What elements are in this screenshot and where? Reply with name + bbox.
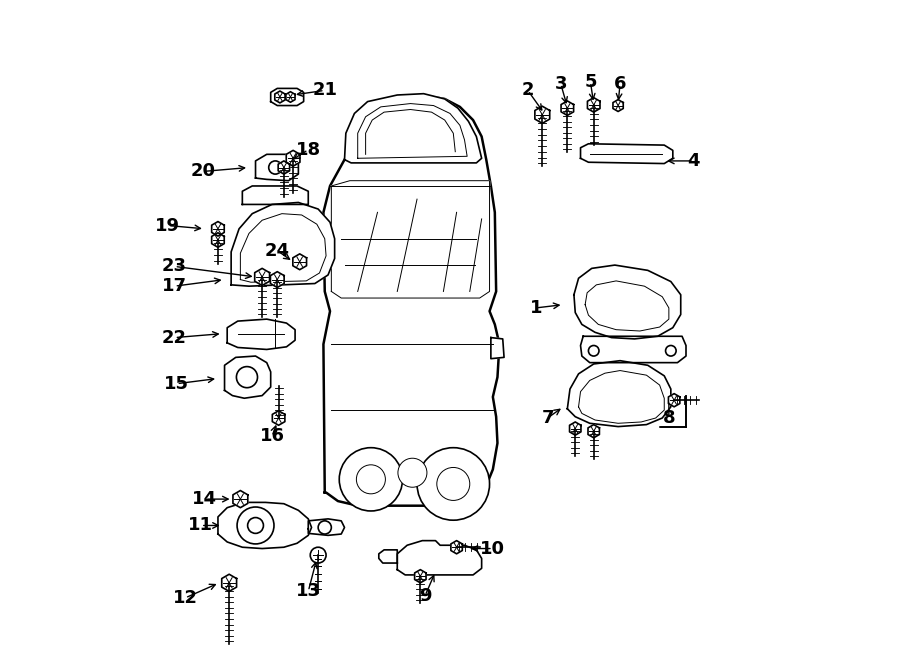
Polygon shape — [561, 101, 573, 115]
Text: 22: 22 — [162, 328, 187, 347]
Polygon shape — [300, 227, 323, 265]
Text: 13: 13 — [296, 583, 320, 600]
Text: 14: 14 — [193, 490, 217, 508]
Circle shape — [237, 367, 257, 388]
Polygon shape — [357, 103, 467, 158]
Polygon shape — [218, 502, 311, 549]
Polygon shape — [613, 99, 623, 111]
Text: 7: 7 — [541, 409, 554, 427]
Polygon shape — [491, 338, 504, 359]
Text: 9: 9 — [418, 587, 431, 605]
Polygon shape — [309, 519, 345, 536]
Text: 1: 1 — [529, 299, 542, 317]
Polygon shape — [415, 569, 426, 583]
Polygon shape — [227, 319, 295, 350]
Polygon shape — [669, 394, 680, 407]
Circle shape — [248, 518, 264, 534]
Text: 4: 4 — [688, 152, 700, 170]
Text: 24: 24 — [265, 242, 290, 260]
Text: 8: 8 — [662, 409, 675, 427]
Text: 12: 12 — [173, 589, 197, 607]
Text: 21: 21 — [312, 81, 338, 99]
Polygon shape — [585, 281, 669, 331]
Polygon shape — [580, 336, 686, 363]
Polygon shape — [221, 574, 237, 591]
Text: 5: 5 — [584, 73, 597, 91]
Text: 11: 11 — [188, 516, 213, 534]
Polygon shape — [274, 91, 285, 103]
Polygon shape — [242, 186, 309, 205]
Polygon shape — [231, 203, 335, 286]
Text: 3: 3 — [554, 75, 567, 93]
Text: 10: 10 — [481, 540, 505, 557]
Polygon shape — [278, 161, 290, 174]
Circle shape — [237, 507, 274, 544]
Polygon shape — [255, 268, 269, 285]
Polygon shape — [397, 541, 482, 575]
Circle shape — [319, 521, 331, 534]
Polygon shape — [570, 422, 581, 435]
Circle shape — [666, 346, 676, 356]
Polygon shape — [323, 95, 500, 506]
Polygon shape — [379, 550, 397, 563]
Polygon shape — [579, 371, 664, 423]
Polygon shape — [271, 89, 303, 105]
Polygon shape — [240, 214, 326, 282]
Circle shape — [310, 547, 326, 563]
Text: 20: 20 — [190, 162, 215, 181]
Polygon shape — [233, 491, 248, 508]
Polygon shape — [331, 181, 490, 298]
Polygon shape — [212, 222, 224, 236]
Text: 2: 2 — [521, 81, 534, 99]
Polygon shape — [365, 109, 455, 154]
Polygon shape — [270, 271, 284, 287]
Circle shape — [398, 458, 427, 487]
Circle shape — [339, 448, 402, 511]
Polygon shape — [588, 97, 600, 112]
Polygon shape — [256, 154, 299, 181]
Polygon shape — [212, 233, 224, 248]
Polygon shape — [273, 410, 285, 425]
Polygon shape — [580, 144, 673, 164]
Polygon shape — [567, 361, 670, 426]
Polygon shape — [292, 254, 307, 269]
Text: 6: 6 — [614, 75, 626, 93]
Polygon shape — [574, 265, 680, 339]
Circle shape — [417, 448, 490, 520]
Circle shape — [269, 161, 282, 174]
Polygon shape — [286, 92, 295, 102]
Polygon shape — [286, 150, 300, 166]
Text: 19: 19 — [156, 216, 180, 234]
Polygon shape — [535, 106, 550, 123]
Text: 17: 17 — [162, 277, 187, 295]
Text: 15: 15 — [164, 375, 189, 393]
Circle shape — [356, 465, 385, 494]
Text: 16: 16 — [259, 428, 284, 446]
Polygon shape — [588, 424, 599, 438]
Polygon shape — [345, 94, 482, 163]
Circle shape — [589, 346, 599, 356]
Circle shape — [436, 467, 470, 500]
Polygon shape — [451, 541, 463, 554]
Polygon shape — [224, 356, 271, 399]
Text: 18: 18 — [296, 141, 320, 159]
Text: 23: 23 — [162, 258, 187, 275]
